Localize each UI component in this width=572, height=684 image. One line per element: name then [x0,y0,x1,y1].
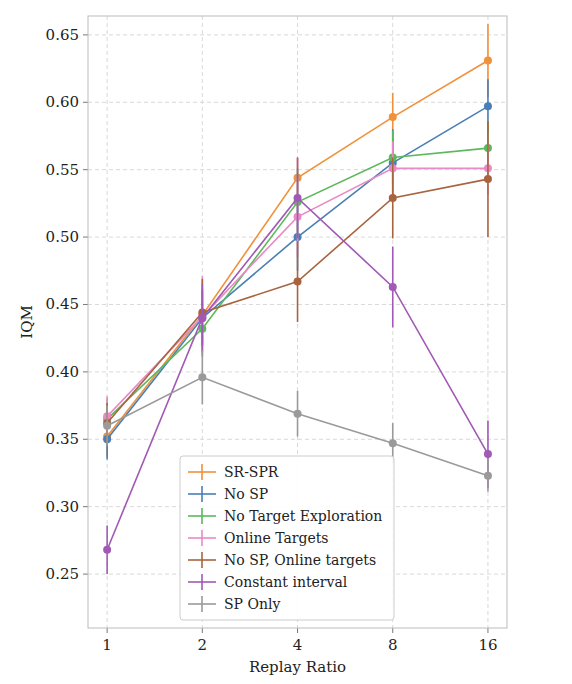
tick [392,628,393,633]
marker [294,194,302,202]
legend-label: No SP, Online targets [224,552,376,568]
legend-label: SP Only [224,596,280,612]
series [103,141,492,436]
tick [107,628,108,633]
marker [389,113,397,121]
legend-swatch [201,530,203,546]
marker [103,546,111,554]
marker [294,410,302,418]
series [103,158,492,575]
tick [83,439,88,440]
tick-label: 4 [293,636,303,654]
tick [83,506,88,507]
tick [297,628,298,633]
tick-label: 1 [102,636,112,654]
legend-label: SR-SPR [224,464,279,480]
marker [484,472,492,480]
series-line [107,148,488,419]
grid-line [88,34,507,35]
tick [83,169,88,170]
legend-swatch [201,464,203,480]
series [103,121,492,443]
legend-label: No Target Exploration [224,508,382,524]
tick-label: 0.25 [46,565,79,583]
legend-swatch [201,574,203,590]
marker [198,314,206,322]
legend-label: No SP [224,486,268,502]
legend-label: Online Targets [224,530,329,546]
tick-label: 0.55 [46,161,79,179]
legend-swatch [201,552,203,568]
x-axis-label: Replay Ratio [249,658,346,676]
marker [484,56,492,64]
tick-label: 8 [388,636,398,654]
tick-label: 0.50 [46,228,79,246]
series [103,79,492,459]
tick [83,304,88,305]
series-line [107,106,488,439]
grid [88,16,507,628]
tick-label: 2 [198,636,208,654]
tick-label: 0.45 [46,295,79,313]
marker [198,314,206,322]
y-axis-label: IQM [18,305,36,339]
marker [484,102,492,110]
marker [294,278,302,286]
marker [389,439,397,447]
tick [487,628,488,633]
legend-swatch [201,596,203,612]
grid-line [202,16,203,628]
marker [389,194,397,202]
legend-box [180,456,394,620]
tick-label: 0.30 [46,498,79,516]
marker [484,175,492,183]
tick [83,34,88,35]
marker [389,283,397,291]
frame [88,16,507,628]
legend-swatch [201,508,203,524]
series [103,24,492,457]
legend: SR-SPR No SP No Target Exploration Online T… [180,456,394,620]
tick [83,102,88,103]
tick-label: 0.65 [46,26,79,44]
series [103,121,492,439]
marker [484,450,492,458]
marker [103,422,111,430]
tick-label: 0.60 [46,93,79,111]
plot-area [88,16,507,628]
tick-label: 16 [478,636,497,654]
tick [202,628,203,633]
tick-label: 0.40 [46,363,79,381]
chart: 0.25 0.30 0.35 0.40 0.45 0.50 0.55 0.60 0.65 1 2 4 8… [0,0,572,684]
series-line [107,60,488,436]
marker [198,373,206,381]
tick [83,371,88,372]
tick-label: 0.35 [46,430,79,448]
legend-label: Constant interval [224,574,348,590]
legend-swatch [201,486,203,502]
tick [83,574,88,575]
grid-line [107,16,108,628]
tick [83,237,88,238]
